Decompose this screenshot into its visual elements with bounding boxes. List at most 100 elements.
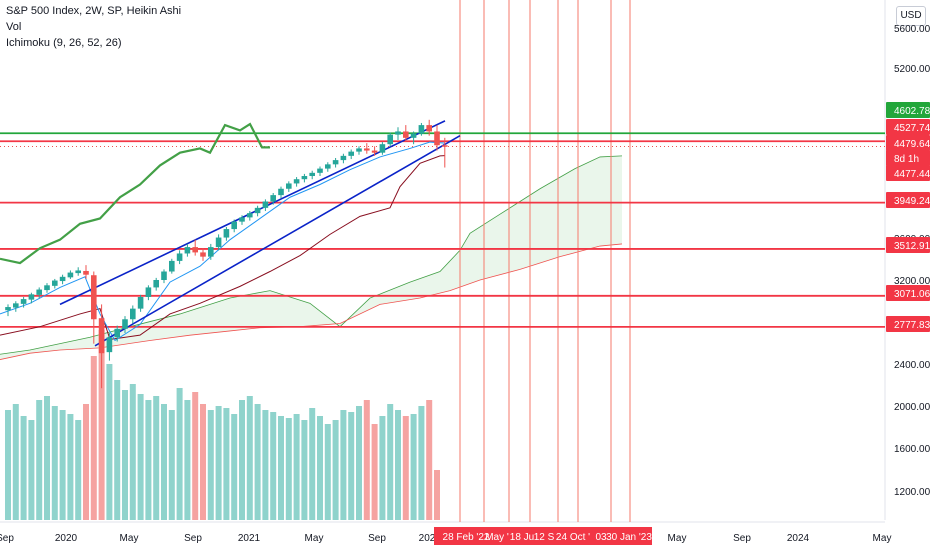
volume-bar xyxy=(356,406,362,520)
y-axis-tick-label: 5600.00 xyxy=(894,24,931,35)
date-label: 18 Ju xyxy=(510,532,534,543)
indicator-ichimoku-label[interactable]: Ichimoku (9, 26, 52, 26) xyxy=(6,37,122,49)
candle-body xyxy=(371,150,378,153)
volume-bar xyxy=(379,416,386,520)
candle-body xyxy=(379,144,386,153)
volume-bar xyxy=(51,406,58,520)
candle-body xyxy=(340,155,347,161)
price-label-1: 4602.78 xyxy=(886,102,931,118)
candle-body xyxy=(270,195,276,202)
candle-body xyxy=(325,164,331,169)
date-labels-band xyxy=(434,527,652,545)
volume-bar xyxy=(395,410,401,520)
volume-bar xyxy=(129,384,136,520)
y-axis-tick-label: 5200.00 xyxy=(894,64,931,75)
y-axis-tick-label: 2000.00 xyxy=(894,402,931,413)
x-axis-label: Sep xyxy=(733,533,751,544)
volume-bar xyxy=(12,404,19,520)
price-label-9: 2777.83 xyxy=(886,316,931,332)
volume-bar xyxy=(239,400,245,520)
candle-body xyxy=(122,319,128,329)
price-label-text: 4479.64 xyxy=(894,139,931,150)
candle-body xyxy=(36,289,42,295)
candle-body xyxy=(286,183,292,189)
candle-body xyxy=(317,168,323,173)
candle-body xyxy=(13,303,19,308)
candle-body xyxy=(395,131,401,135)
volume-bar xyxy=(106,364,113,520)
price-label-7: 3512.91 xyxy=(886,237,931,253)
volume-bar xyxy=(75,420,82,520)
x-axis-label: 2021 xyxy=(238,533,261,544)
volume-bar xyxy=(44,396,50,520)
y-axis-tick-label: 2400.00 xyxy=(894,360,931,371)
price-label-text: 2777.83 xyxy=(894,320,931,331)
indicator-vol-label[interactable]: Vol xyxy=(6,21,22,33)
price-label-text: 3949.24 xyxy=(894,196,931,207)
lagging-span xyxy=(0,122,270,265)
candle-body xyxy=(223,229,230,238)
candle-body xyxy=(364,148,370,151)
conversion-line xyxy=(0,141,446,342)
candle-body xyxy=(348,151,354,156)
volume-bar xyxy=(231,414,238,520)
price-label-text: 4527.74 xyxy=(894,123,931,134)
y-axis-tick-label: 1200.00 xyxy=(894,487,931,498)
date-label: 03 xyxy=(595,532,607,543)
volume-bar xyxy=(317,416,323,520)
candle-body xyxy=(52,280,58,286)
volume-bar xyxy=(348,412,355,520)
candle-body xyxy=(293,179,300,184)
candle-body xyxy=(262,201,269,208)
candle-body xyxy=(91,275,97,320)
volume-bar xyxy=(434,470,440,520)
volume-bar xyxy=(145,400,152,520)
candle-body xyxy=(426,125,432,132)
volume-bar xyxy=(59,410,66,520)
volume-bar xyxy=(161,404,167,520)
candle-body xyxy=(114,328,120,338)
candle-body xyxy=(309,172,315,177)
candle-body xyxy=(145,287,152,297)
candle-body xyxy=(192,247,198,253)
volume-bar xyxy=(402,416,409,520)
volume-bar xyxy=(200,404,206,520)
x-axis-label: May xyxy=(873,533,892,544)
volume-bar xyxy=(28,420,35,520)
y-axis-tick-label: 1600.00 xyxy=(894,444,931,455)
x-axis-label: Sep xyxy=(0,533,14,544)
volume-bar xyxy=(192,392,199,520)
candle-body xyxy=(153,279,159,288)
y-axis-tick-label: 3200.00 xyxy=(894,276,931,287)
candle-body xyxy=(387,134,393,145)
price-label-8: 3071.06 xyxy=(886,285,931,301)
candle-body xyxy=(215,237,222,248)
candle-body xyxy=(75,270,81,274)
volume-bar xyxy=(83,404,89,520)
price-label-text: 8d 1h xyxy=(894,154,919,165)
currency-badge[interactable]: USD xyxy=(896,6,926,26)
volume-bar xyxy=(410,414,417,520)
volume-bar xyxy=(301,420,308,520)
volume-bar xyxy=(309,408,316,520)
volume-bar xyxy=(114,380,121,520)
x-axis-label: 202 xyxy=(419,533,436,544)
x-axis-label: May xyxy=(668,533,687,544)
candle-body xyxy=(356,148,362,152)
x-axis-label: May xyxy=(305,533,324,544)
volume-bar xyxy=(137,394,144,520)
candle-body xyxy=(434,131,440,146)
volume-bar xyxy=(418,406,425,520)
candle-body xyxy=(239,217,245,222)
volume-bar xyxy=(176,388,183,520)
candle-body xyxy=(184,247,191,254)
volume-bar xyxy=(5,410,11,520)
candle-body xyxy=(98,318,105,354)
price-label-2: 4527.74 xyxy=(886,119,931,135)
candle-body xyxy=(161,271,167,280)
x-axis-label: Sep xyxy=(184,533,202,544)
price-label-3: 4479.64 xyxy=(886,135,931,151)
price-label-text: 4602.78 xyxy=(894,106,931,117)
candle-body xyxy=(20,299,27,304)
